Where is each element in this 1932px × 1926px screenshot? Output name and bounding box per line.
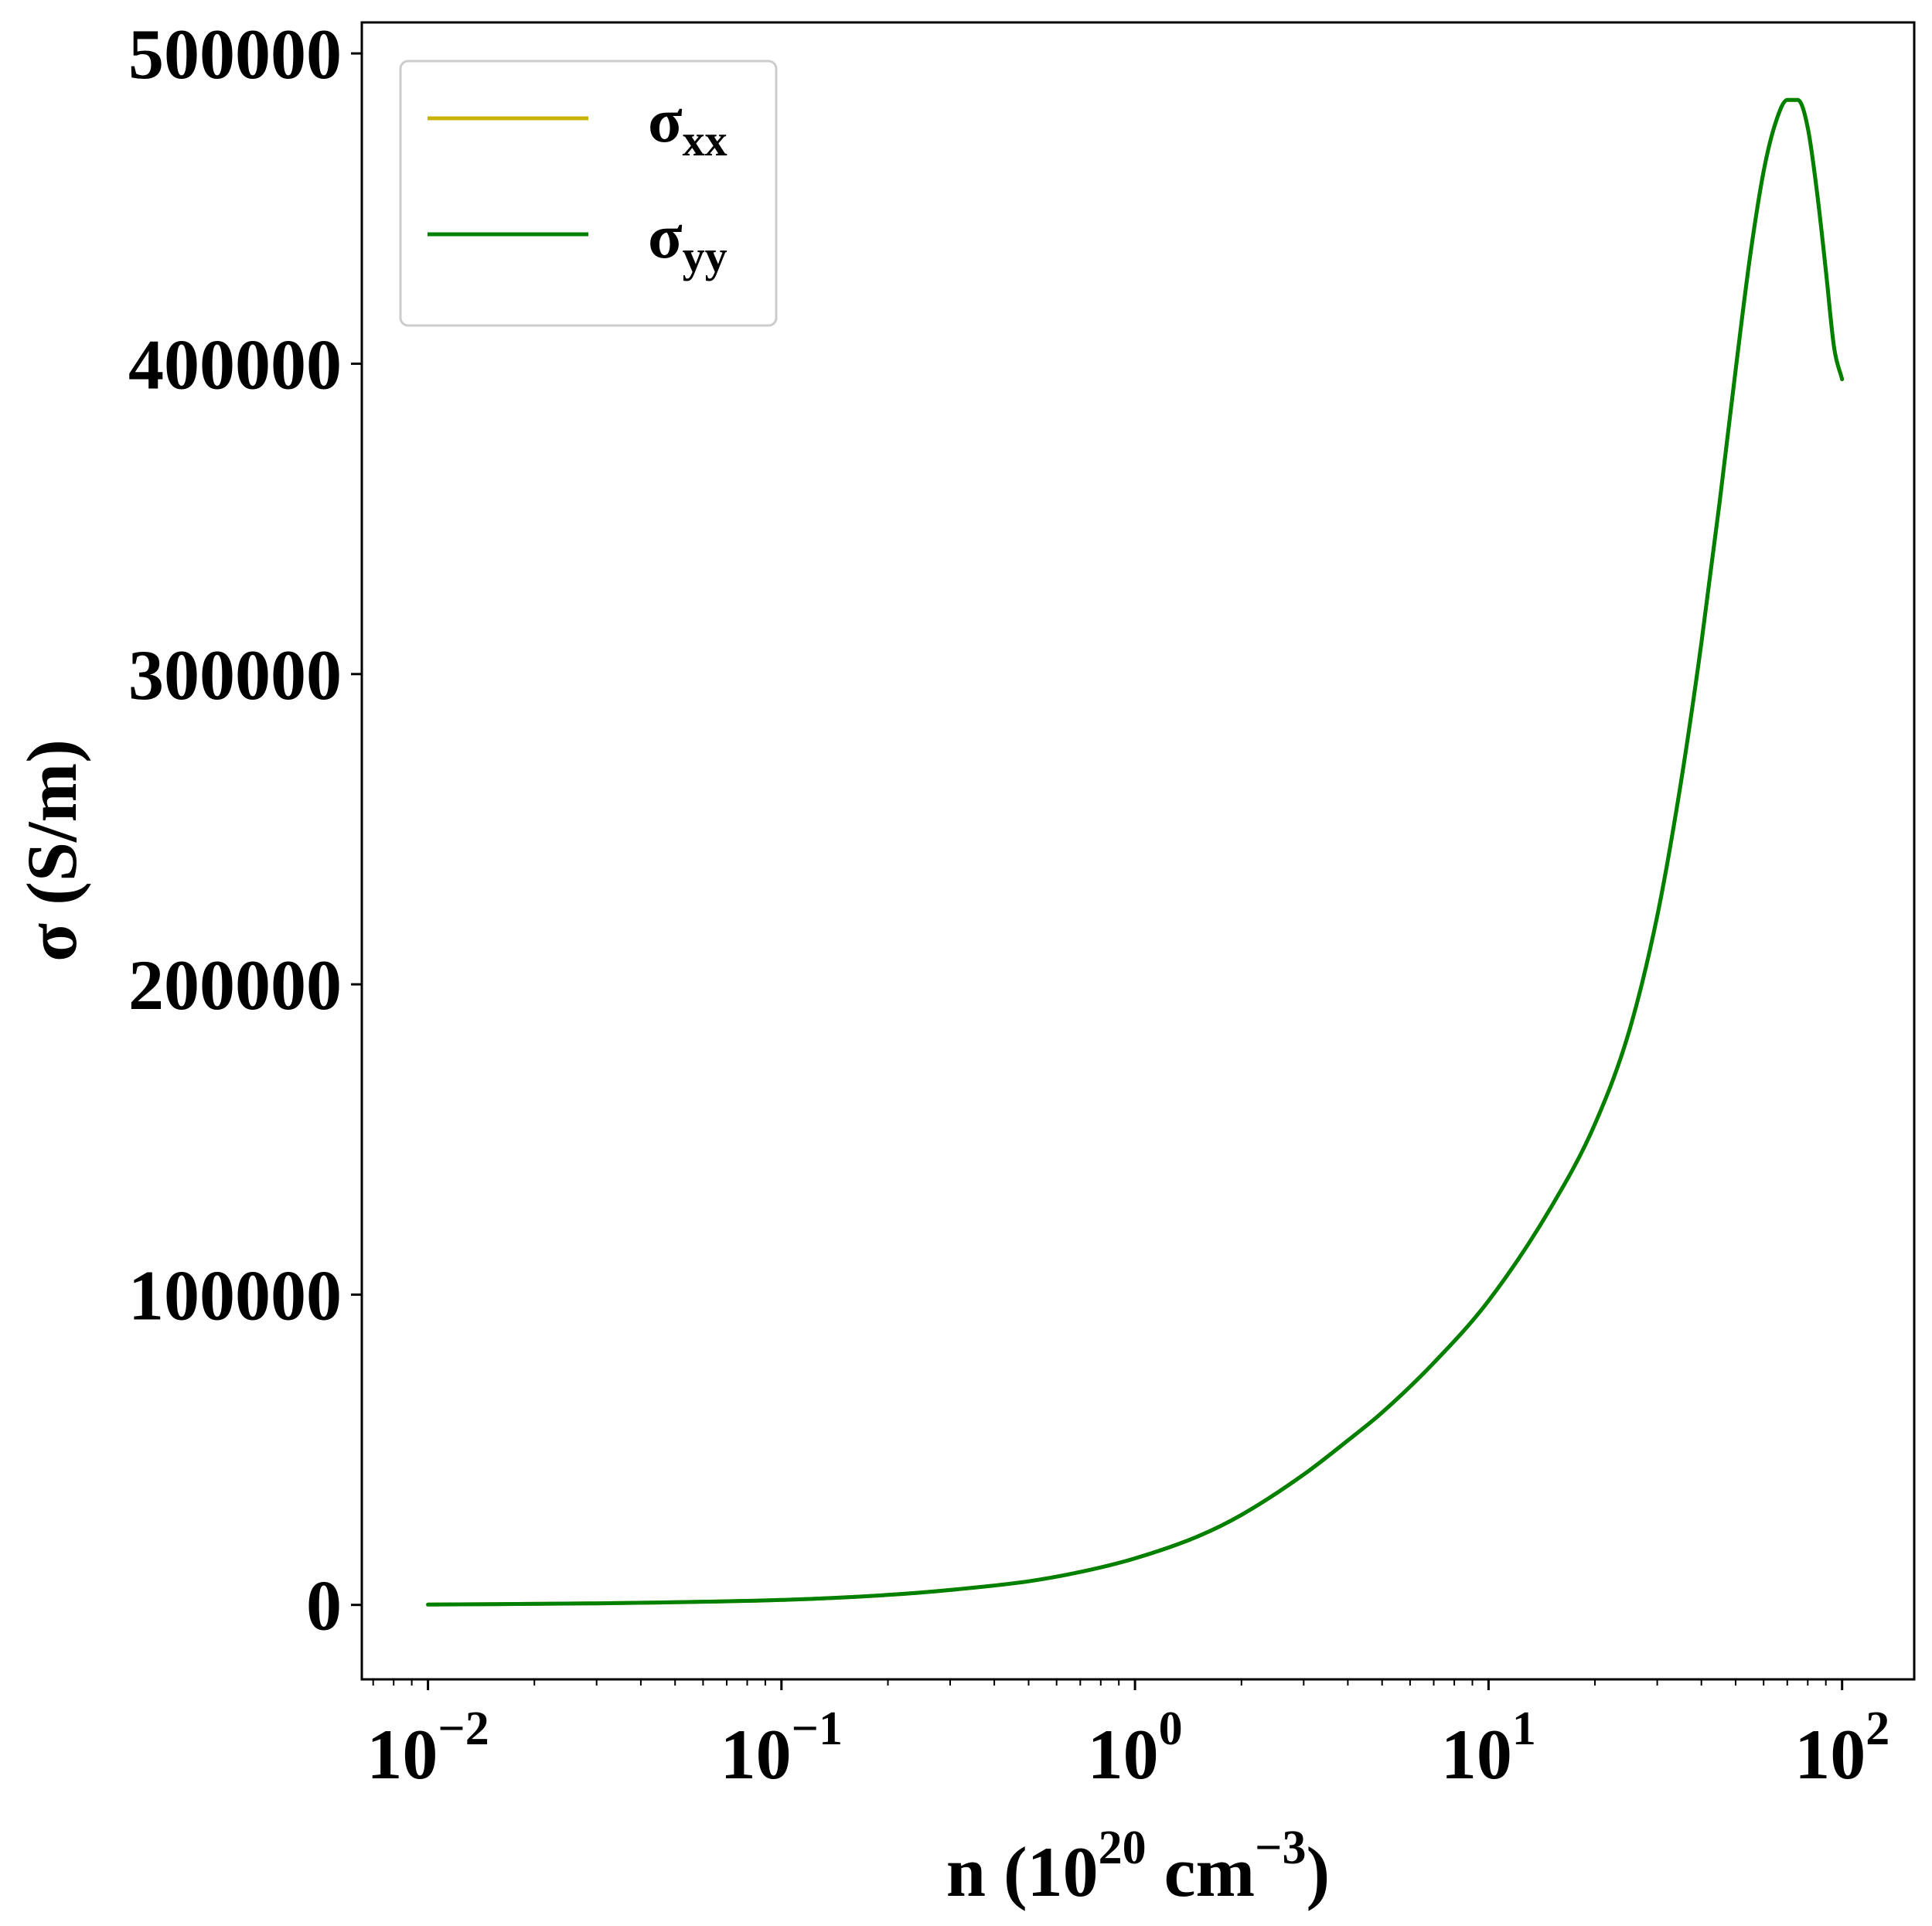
- series-layer: [426, 97, 1845, 1607]
- y-tick-label: 0: [306, 1566, 342, 1645]
- x-tick-label: 101: [1441, 1703, 1536, 1794]
- y-tick-label: 500000: [128, 15, 342, 94]
- y-tick-label: 300000: [128, 636, 342, 714]
- legend-label-sigma-xx: σxx: [648, 85, 727, 165]
- y-tick-label: 200000: [128, 946, 342, 1024]
- x-axis-label: n (1020 cm−3): [946, 1822, 1330, 1911]
- plot-frame: [360, 21, 1916, 1681]
- legend-box: [399, 60, 778, 327]
- y-axis-ticks: 0 100000 200000 300000 400000 500000: [128, 15, 362, 1645]
- y-tick-label: 100000: [128, 1256, 342, 1335]
- x-tick-label: 10−2: [366, 1703, 489, 1794]
- y-axis-label: σ (S/m): [12, 739, 91, 962]
- legend: σxx σyy: [399, 60, 778, 327]
- x-tick-label: 10−1: [721, 1703, 843, 1794]
- x-tick-label: 102: [1794, 1703, 1889, 1794]
- x-tick-label: 100: [1088, 1703, 1183, 1794]
- series-line-yy: [426, 97, 1845, 1607]
- y-tick-label: 400000: [128, 325, 342, 404]
- x-axis-ticks: 10−2 10−1 100 101 102: [366, 1679, 1889, 1794]
- legend-label-sigma-yy: σyy: [648, 201, 727, 281]
